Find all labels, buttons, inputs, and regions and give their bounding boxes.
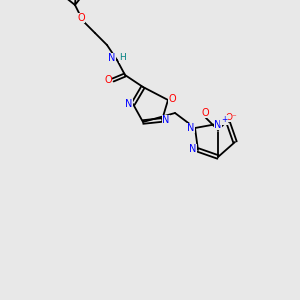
- Text: N: N: [214, 120, 222, 130]
- Text: O: O: [168, 94, 176, 104]
- Text: N: N: [108, 53, 116, 63]
- Text: O: O: [77, 13, 85, 23]
- Text: O: O: [104, 75, 112, 85]
- Text: N: N: [125, 99, 133, 109]
- Text: O⁻: O⁻: [225, 112, 237, 122]
- Text: +: +: [221, 116, 227, 124]
- Text: N: N: [189, 144, 197, 154]
- Text: H: H: [120, 53, 126, 62]
- Text: N: N: [187, 123, 195, 133]
- Text: O: O: [201, 108, 209, 118]
- Text: N: N: [162, 115, 170, 125]
